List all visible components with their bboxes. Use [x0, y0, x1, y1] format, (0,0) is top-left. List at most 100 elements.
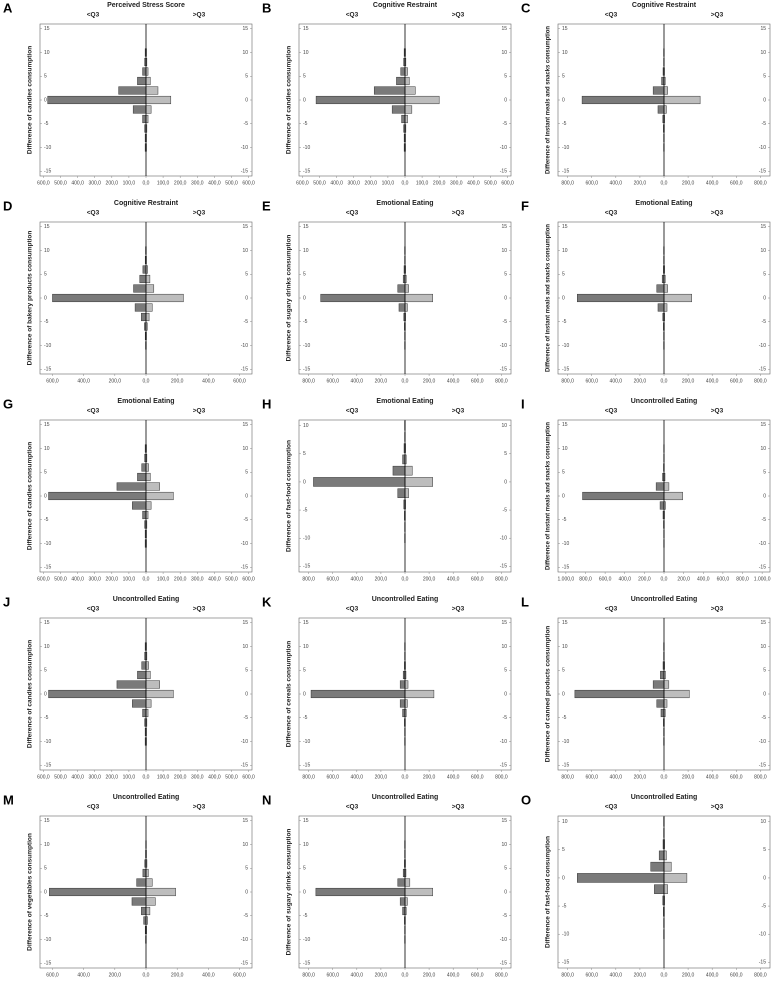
- x-tick-label: 400,0: [706, 378, 719, 384]
- bar: [48, 491, 147, 501]
- x-tick-label: 0,0: [143, 576, 150, 582]
- y-tick-label: 15: [242, 224, 248, 230]
- y-tick-label: -5: [44, 715, 49, 721]
- bar: [404, 878, 411, 887]
- y-tick-label: 10: [562, 446, 568, 452]
- y-tick-label: 0: [303, 479, 306, 485]
- bar: [663, 861, 672, 872]
- x-tick-label: 400,0: [71, 180, 84, 186]
- bar: [400, 67, 406, 76]
- x-tick-label: 100,0: [123, 774, 136, 780]
- y-tick-label: -5: [762, 517, 767, 523]
- bar: [654, 884, 665, 894]
- bar: [145, 95, 172, 105]
- bar: [574, 689, 665, 699]
- y-tick-label: -5: [44, 319, 49, 325]
- y-tick-label: 10: [562, 50, 568, 56]
- panel-letter: I: [521, 396, 525, 411]
- y-tick-label: -5: [303, 121, 308, 127]
- x-tick-label: 200,0: [682, 378, 695, 384]
- legend-label: >Q3: [193, 408, 206, 415]
- y-tick-label: 5: [562, 847, 565, 853]
- x-tick-label: 600,0: [471, 774, 484, 780]
- y-tick-label: 10: [44, 644, 50, 650]
- y-tick-label: 5: [44, 470, 47, 476]
- x-tick-label: 1.000,0: [558, 576, 575, 582]
- y-tick-label: -10: [500, 739, 507, 745]
- bar: [141, 463, 147, 472]
- bar: [132, 501, 147, 510]
- x-tick-label: 400,0: [351, 972, 364, 978]
- y-tick-label: 10: [562, 819, 568, 825]
- x-tick-label: 200,0: [365, 180, 378, 186]
- y-tick-label: 5: [504, 866, 507, 872]
- legend-label: <Q3: [87, 408, 100, 415]
- x-tick-label: 600,0: [471, 576, 484, 582]
- x-tick-label: 0,0: [402, 774, 409, 780]
- legend-label: <Q3: [605, 12, 618, 19]
- bar: [145, 105, 152, 114]
- y-axis-label: Difference of cereals consumption: [286, 641, 293, 748]
- y-tick-label: 10: [760, 50, 766, 56]
- legend-label: >Q3: [711, 606, 724, 613]
- y-tick-label: 5: [245, 866, 248, 872]
- bar: [137, 472, 147, 482]
- bar: [660, 708, 665, 718]
- y-tick-label: -5: [244, 913, 249, 919]
- y-tick-label: 15: [242, 620, 248, 626]
- panel: L Uncontrolled Eating <Q3 >Q3 Difference of …: [521, 594, 771, 780]
- x-tick-label: 400,0: [351, 774, 364, 780]
- y-tick-label: -10: [44, 739, 51, 745]
- y-tick-label: 10: [501, 644, 507, 650]
- x-tick-label: 200,0: [423, 378, 436, 384]
- y-tick-label: 15: [760, 26, 766, 32]
- panel: K Uncontrolled Eating <Q3 >Q3 Difference of …: [262, 594, 512, 780]
- y-tick-label: -5: [503, 507, 508, 513]
- x-tick-label: 200,0: [106, 576, 119, 582]
- y-tick-label: 15: [760, 224, 766, 230]
- bar: [133, 284, 147, 293]
- y-tick-label: 5: [562, 470, 565, 476]
- y-tick-label: -5: [303, 507, 308, 513]
- bar: [404, 293, 433, 303]
- x-tick-label: 200,0: [375, 378, 388, 384]
- y-tick-label: -15: [44, 961, 51, 967]
- x-tick-label: 400,0: [202, 378, 215, 384]
- x-tick-label: 400,0: [610, 774, 623, 780]
- y-tick-label: -5: [562, 715, 567, 721]
- x-tick-label: 200,0: [634, 180, 647, 186]
- y-tick-label: -15: [241, 169, 248, 175]
- panel: F Emotional Eating <Q3 >Q3 Difference of ins…: [521, 198, 771, 384]
- y-tick-label: 0: [245, 295, 248, 301]
- x-tick-label: 200,0: [109, 972, 122, 978]
- bar: [142, 708, 147, 718]
- chart-title: Cognitive Restraint: [373, 2, 438, 9]
- bar: [141, 661, 147, 670]
- y-tick-label: 10: [242, 842, 248, 848]
- x-tick-label: 400,0: [330, 180, 343, 186]
- x-tick-label: 400,0: [447, 774, 460, 780]
- y-tick-label: -15: [500, 763, 507, 769]
- y-axis-label: Difference of candies consumption: [286, 46, 293, 154]
- bar: [116, 482, 147, 491]
- bar: [145, 76, 151, 86]
- y-tick-label: -10: [759, 932, 766, 938]
- y-axis-label: Difference of sugary drinks consumption: [286, 829, 293, 956]
- y-tick-label: -10: [562, 343, 569, 349]
- x-tick-label: 400,0: [467, 180, 480, 186]
- bar: [142, 67, 147, 76]
- y-tick-label: 10: [44, 446, 50, 452]
- y-tick-label: -10: [241, 541, 248, 547]
- y-tick-label: -10: [44, 541, 51, 547]
- y-tick-label: 15: [44, 26, 50, 32]
- x-tick-label: 200,0: [375, 972, 388, 978]
- y-tick-label: 0: [562, 295, 565, 301]
- x-tick-label: 200,0: [174, 774, 187, 780]
- y-tick-label: 15: [303, 224, 309, 230]
- x-tick-label: 600,0: [326, 378, 339, 384]
- x-tick-label: 500,0: [54, 774, 67, 780]
- bar: [663, 680, 670, 689]
- y-tick-label: 15: [44, 818, 50, 824]
- x-tick-label: 300,0: [191, 774, 204, 780]
- chart-title: Uncontrolled Eating: [113, 794, 180, 801]
